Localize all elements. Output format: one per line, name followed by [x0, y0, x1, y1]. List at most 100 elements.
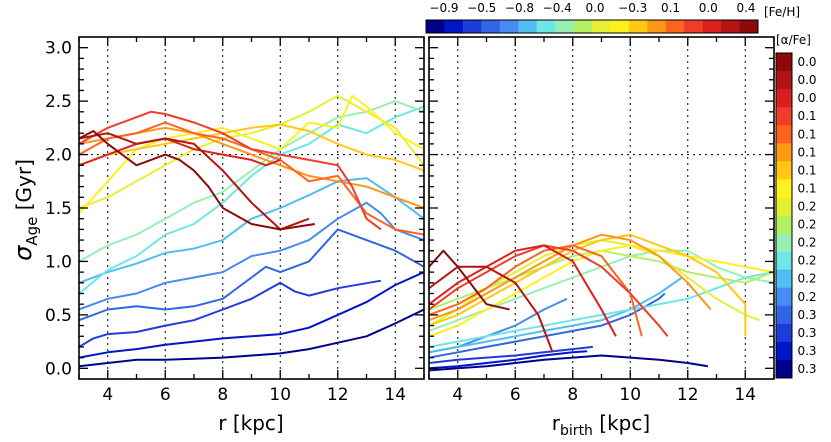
series-line-q14: [429, 244, 643, 337]
x-tick-label: 10: [269, 385, 291, 405]
feh-colorbar-label: −0.8: [505, 1, 534, 15]
series-line-p12: [79, 126, 424, 209]
series-line-q11: [429, 244, 774, 338]
x-tick-labels-right: 4 6 8 10 12 14: [452, 385, 756, 405]
alpha-colorbar-label: 0.1: [797, 145, 816, 159]
feh-swatch: [628, 20, 648, 33]
y-tick-label: 2.0: [45, 146, 72, 166]
alpha-swatch: [776, 215, 792, 235]
alpha-colorbar-label: 0.0: [797, 91, 816, 105]
feh-swatch: [444, 20, 464, 33]
x-tick-label: 6: [160, 385, 171, 405]
series-line-q2: [429, 350, 588, 370]
alpha-swatch: [776, 125, 792, 144]
feh-colorbar-title: [Fe/H]: [764, 5, 800, 19]
alpha-colorbar: 0.0 0.0 0.0 0.1 0.1 0.1 0.1 0.1 0.2 0.2 0.2 0.2 0.2 0…: [775, 52, 817, 379]
x-tick-label: 14: [384, 385, 406, 405]
y-tick-label: 1.0: [45, 252, 72, 272]
alpha-swatch: [776, 197, 792, 216]
alpha-colorbar-label: 0.2: [797, 236, 816, 250]
y-tick-label: 0.5: [45, 306, 72, 326]
left-series: [79, 94, 424, 368]
series-line-q1: [429, 354, 709, 372]
series-line-p15: [79, 137, 281, 167]
right-grid: [429, 37, 774, 379]
series-line-p5: [79, 201, 424, 311]
y-tick-label: 3.0: [45, 39, 72, 59]
right-series: [429, 233, 774, 372]
x-axis-label-right: rbirth [kpc]: [552, 411, 650, 439]
alpha-swatch: [776, 287, 792, 307]
series-line-p16: [79, 132, 310, 231]
feh-swatch: [555, 20, 575, 33]
x-tick-label: 12: [327, 385, 349, 405]
alpha-swatch: [776, 179, 792, 198]
feh-swatch: [721, 20, 741, 33]
left-panel-frame: [78, 36, 425, 380]
y-tick-labels: 0.0 0.5 1.0 1.5 2.0 2.5 3.0: [45, 39, 72, 380]
alpha-swatch: [776, 143, 792, 162]
alpha-colorbar-label: 0.2: [797, 272, 816, 286]
y-tick-label: 1.5: [45, 199, 72, 219]
series-line-p1: [79, 308, 424, 368]
feh-swatch: [647, 20, 667, 33]
series-line-p4: [79, 228, 424, 322]
alpha-colorbar-title: [α/Fe]: [776, 33, 811, 47]
series-line-q9: [429, 249, 774, 311]
feh-colorbar-label: 0.1: [661, 1, 680, 15]
alpha-colorbar-label: 0.2: [797, 218, 816, 232]
x-tick-label: 8: [567, 385, 578, 405]
alpha-colorbar-label: 0.2: [797, 199, 816, 213]
alpha-colorbar-label: 0.1: [797, 109, 816, 123]
y-tick-label: 0.0: [45, 359, 72, 379]
series-line-q12: [429, 233, 747, 337]
alpha-colorbar-label: 0.3: [797, 362, 816, 376]
feh-colorbar-label: −0.3: [618, 1, 647, 15]
feh-colorbar-label: 0.0: [585, 1, 604, 15]
alpha-colorbar-label: 0.1: [797, 163, 816, 177]
feh-colorbar-label: 0.4: [736, 1, 755, 15]
alpha-swatch: [776, 341, 792, 361]
x-tick-label: 8: [217, 385, 228, 405]
feh-swatch: [739, 20, 759, 33]
feh-swatch: [536, 20, 556, 33]
feh-colorbar-label: −0.4: [543, 1, 572, 15]
feh-colorbar: −0.9 −0.5 −0.8 −0.4 0.0 −0.3 0.1 0.0 0.4: [425, 1, 759, 34]
series-line-q16: [429, 244, 617, 337]
feh-frame: [425, 19, 759, 34]
alpha-swatch: [776, 233, 792, 253]
y-tick-label: 2.5: [45, 92, 72, 112]
x-tick-label: 4: [452, 385, 463, 405]
x-tick-label: 10: [619, 385, 641, 405]
alpha-swatch: [776, 323, 792, 343]
feh-swatch: [573, 20, 593, 33]
alpha-colorbar-label: 0.3: [797, 326, 816, 340]
series-line-p3: [79, 279, 382, 348]
alpha-swatch: [776, 89, 792, 108]
left-ticks: [78, 37, 425, 379]
alpha-swatch: [776, 359, 792, 379]
alpha-frame: [775, 52, 793, 379]
feh-swatch: [481, 20, 501, 33]
feh-swatch: [684, 20, 704, 33]
alpha-swatch: [776, 107, 792, 126]
feh-swatch: [610, 20, 630, 33]
feh-colorbar-label: −0.9: [429, 1, 458, 15]
x-tick-label: 6: [510, 385, 521, 405]
series-line-p2: [79, 271, 424, 359]
feh-swatch: [462, 20, 482, 33]
series-line-q6: [429, 276, 683, 354]
feh-swatch: [426, 20, 445, 33]
alpha-colorbar-label: 0.1: [797, 127, 816, 141]
x-tick-labels-left: 4 6 8 10 12 14: [102, 385, 406, 405]
right-panel-frame: [428, 36, 775, 380]
series-line-q7: [429, 271, 774, 348]
alpha-swatch: [776, 53, 792, 72]
series-line-p9: [79, 94, 424, 209]
alpha-colorbar-label: 0.3: [797, 344, 816, 358]
feh-swatch: [499, 20, 519, 33]
alpha-colorbar-label: 0.3: [797, 308, 816, 322]
series-line-q17: [429, 265, 554, 353]
alpha-swatch: [776, 71, 792, 90]
right-ticks: [428, 37, 775, 379]
